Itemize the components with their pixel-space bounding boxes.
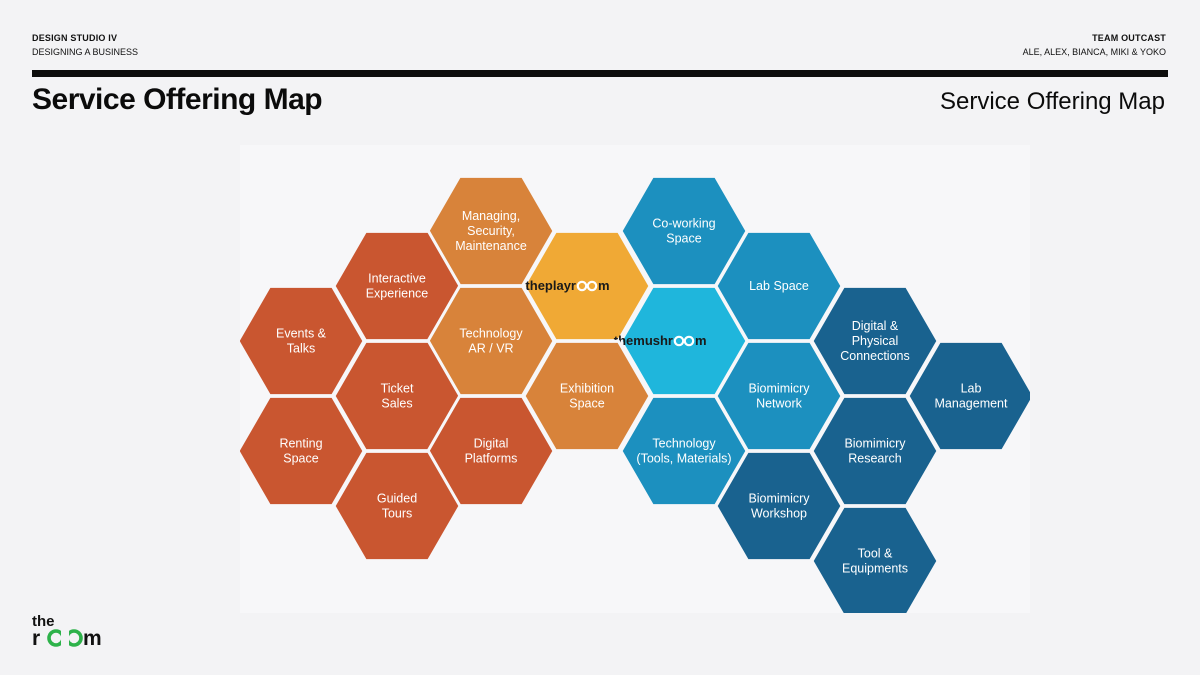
- header-divider: [32, 70, 1168, 77]
- hex-label: Lab Space: [749, 279, 809, 293]
- hex-label: Exhibition: [560, 382, 614, 396]
- hex-label: (Tools, Materials): [636, 452, 731, 466]
- hex-label: Lab: [961, 382, 982, 396]
- hex-label: Connections: [840, 349, 910, 363]
- hex-label: Biomimicry: [748, 492, 810, 506]
- course-subtitle: DESIGNING A BUSINESS: [32, 47, 139, 57]
- hex-label: Research: [848, 452, 902, 466]
- hex-label: AR / VR: [468, 342, 513, 356]
- hex-label: Technology: [459, 327, 523, 341]
- page-title: Service Offering Map: [32, 83, 323, 116]
- hex-label: Equipments: [842, 562, 908, 576]
- hex-label: Experience: [366, 287, 429, 301]
- oo-icon: [673, 335, 695, 347]
- hex-label: Biomimicry: [844, 437, 906, 451]
- hex-label: Co-working: [652, 217, 715, 231]
- hex-logo-text: m: [695, 333, 707, 348]
- header-left: DESIGN STUDIO IV DESIGNING A BUSINESS: [32, 31, 138, 59]
- hex-label: Space: [666, 232, 701, 246]
- hex-label: Management: [935, 397, 1008, 411]
- diagram-panel: Managing, Security, Maintenance Co-working S…: [240, 145, 1030, 613]
- hex-label: Renting: [279, 437, 322, 451]
- hex-label: Technology: [652, 437, 716, 451]
- oo-icon: [576, 280, 598, 292]
- hex-label: Guided: [377, 492, 417, 506]
- team-name: TEAM OUTCAST: [1092, 33, 1166, 43]
- hex-label: Sales: [381, 397, 412, 411]
- hex-logo-text: m: [598, 278, 610, 293]
- hex-label: Digital &: [852, 319, 899, 333]
- team-members: ALE, ALEX, BIANCA, MIKI & YOKO: [1022, 47, 1166, 57]
- brand-the: the: [32, 613, 55, 630]
- brand-m: m: [83, 627, 102, 650]
- hex-label: Talks: [287, 342, 315, 356]
- hex-logo-text: themushr: [614, 333, 673, 348]
- hex-label: Physical: [852, 334, 899, 348]
- hex-label: Digital: [474, 437, 509, 451]
- hex-label: Security,: [467, 224, 515, 238]
- the-room-logo: the r m: [32, 613, 102, 650]
- brand-r: r: [32, 627, 40, 650]
- hex-label: Space: [569, 397, 604, 411]
- header-right: TEAM OUTCAST ALE, ALEX, BIANCA, MIKI & Y…: [1023, 31, 1166, 59]
- hex-label: Space: [283, 452, 318, 466]
- brand-oo-icon: [47, 629, 83, 647]
- service-hex-map: Managing,Security,MaintenanceCo-workingS…: [240, 174, 1030, 613]
- hex-label: Workshop: [751, 507, 807, 521]
- service-hex: Tool &Equipments: [810, 504, 940, 613]
- course-name: DESIGN STUDIO IV: [32, 33, 118, 43]
- hex-label: Network: [756, 397, 803, 411]
- hex-label: Tool &: [858, 547, 893, 561]
- hex-label: Ticket: [381, 382, 414, 396]
- hex-label: Managing,: [462, 209, 520, 223]
- hex-label: Events &: [276, 327, 327, 341]
- hex-logo-text: theplayr: [525, 278, 576, 293]
- hex-label: Platforms: [465, 452, 518, 466]
- hex-label: Biomimicry: [748, 382, 810, 396]
- hex-label: Maintenance: [455, 239, 527, 253]
- hex-label: Interactive: [368, 272, 426, 286]
- hex-shape: [332, 449, 462, 563]
- hex-shape: [810, 504, 940, 613]
- hex-label: Tours: [382, 507, 413, 521]
- page-title-secondary: Service Offering Map: [940, 88, 1165, 115]
